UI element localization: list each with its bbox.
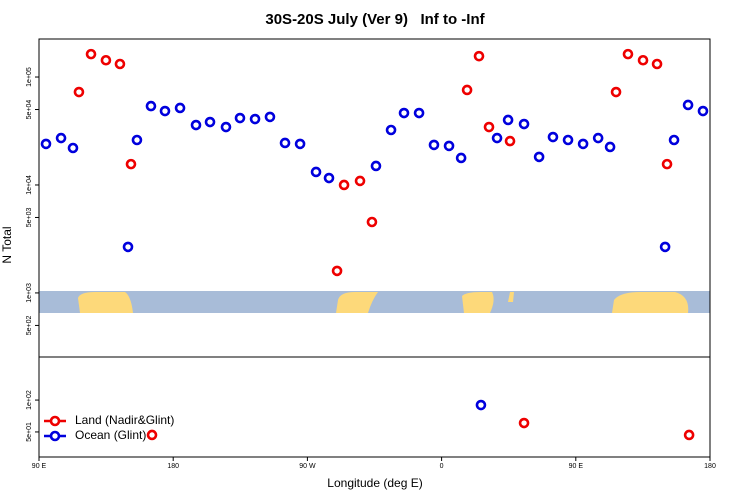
y-tick-label: 1e+02 [26,390,33,410]
point [310,166,322,178]
point [491,132,503,144]
x-tick-label: 180 [167,463,179,470]
point [682,99,694,111]
point [279,137,291,149]
point [220,121,232,133]
point [697,105,709,117]
point [323,172,335,184]
point [562,134,574,146]
point [659,241,671,253]
y-axis-label: N Total [0,226,14,263]
point [249,113,261,125]
y-tick-label: 1e+03 [26,283,33,303]
point [483,121,495,133]
y-tick-label: 5e+01 [26,422,33,442]
point [40,138,52,150]
point [131,134,143,146]
y-tick-label: 5e+03 [26,208,33,228]
legend-label: Ocean (Glint) [75,428,146,442]
x-tick-label: 90 E [32,463,47,470]
point [683,429,695,441]
point [413,107,425,119]
point [622,48,634,60]
x-tick-label: 90 W [299,463,316,470]
point [174,102,186,114]
point [504,135,516,147]
legend-label: Land (Nadir&Glint) [75,413,174,427]
point [661,158,673,170]
point [73,86,85,98]
point [547,131,559,143]
point [604,141,616,153]
point [125,158,137,170]
point [67,142,79,154]
chart-title: 30S-20S July (Ver 9) Inf to -Inf [265,11,485,28]
point [385,124,397,136]
legend-marker [49,415,61,427]
point [114,58,126,70]
map-strip [39,291,710,313]
lower-frame [38,356,711,458]
point [533,151,545,163]
point [610,86,622,98]
point [354,175,366,187]
point [475,399,487,411]
point [398,107,410,119]
point [190,119,202,131]
point [473,50,485,62]
point [100,54,112,66]
point [55,132,67,144]
point [146,429,158,441]
point [331,265,343,277]
x-tick-label: 0 [440,463,444,470]
point [651,58,663,70]
point [366,216,378,228]
point [204,116,216,128]
point [428,139,440,151]
point [85,48,97,60]
point [159,105,171,117]
point [502,114,514,126]
point [264,111,276,123]
point [592,132,604,144]
y-tick-label: 5e+04 [26,100,33,120]
point [145,100,157,112]
x-axis-label: Longitude (deg E) [327,476,422,490]
point [294,138,306,150]
point [443,140,455,152]
y-tick-label: 5e+02 [26,315,33,335]
point [370,160,382,172]
point [122,241,134,253]
point [668,134,680,146]
point [234,112,246,124]
point [461,84,473,96]
x-tick-label: 180 [704,463,716,470]
y-tick-label: 1e+04 [26,175,33,195]
point [518,417,530,429]
point [637,54,649,66]
point [518,118,530,130]
point [455,152,467,164]
legend-marker [49,430,61,442]
point [577,138,589,150]
y-tick-label: 1e+05 [26,67,33,87]
x-tick-label: 90 E [569,463,584,470]
point [338,179,350,191]
